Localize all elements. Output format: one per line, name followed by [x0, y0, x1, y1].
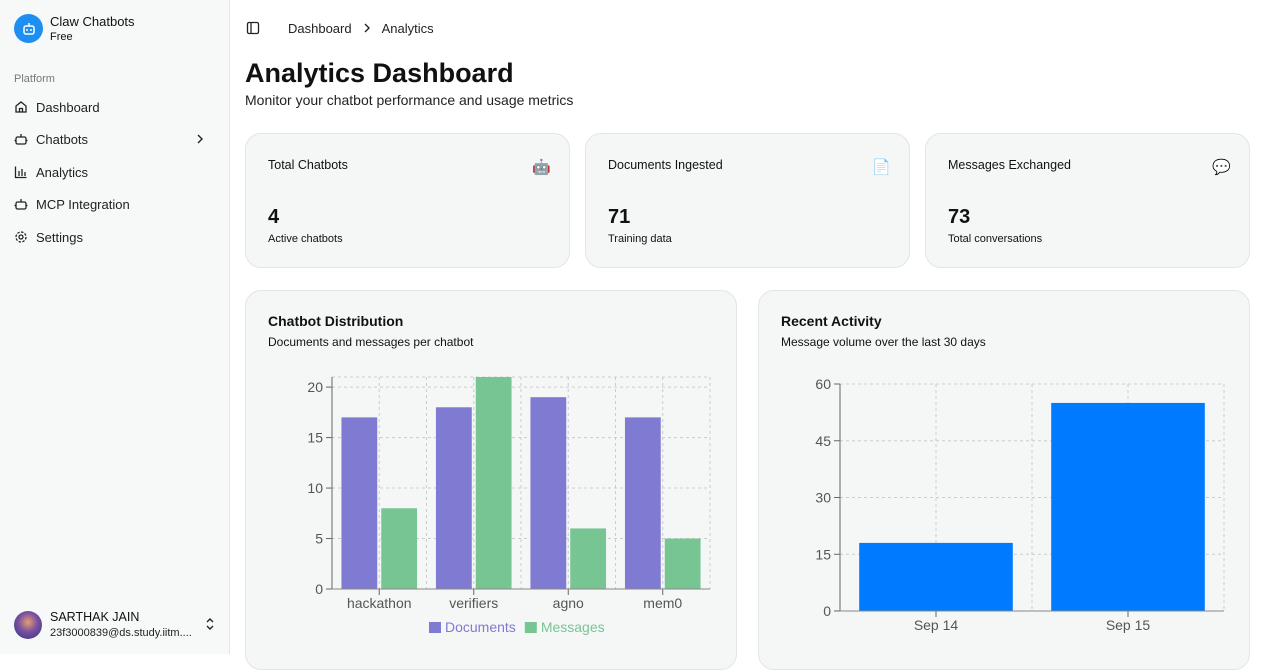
bar-messages-mem0: [664, 538, 701, 589]
bot-logo-icon: [14, 14, 43, 43]
y-tick-label: 20: [307, 379, 323, 395]
x-tick-label: Sep 15: [1106, 617, 1151, 633]
sidebar-item-label: Dashboard: [36, 99, 100, 115]
distribution-chart: 0 5 10 15 20 hackathon verifiers agno mem0 Docume…: [307, 376, 711, 635]
user-name: SARTHAK JAIN: [50, 610, 140, 624]
stat-card-total-chatbots: Total Chatbots 🤖 4 Active chatbots: [245, 133, 570, 268]
bar-documents-agno: [530, 397, 567, 589]
bar-value-sep-15: [1051, 402, 1205, 611]
sidebar-item-settings[interactable]: Settings: [14, 225, 219, 249]
chart-title: Recent Activity: [781, 313, 882, 329]
legend-swatch: [524, 622, 537, 633]
y-tick-label: 15: [307, 430, 323, 446]
breadcrumb-analytics: Analytics: [381, 20, 434, 36]
page-title: Analytics Dashboard: [245, 58, 514, 88]
home-icon: [15, 101, 27, 113]
user-email: 23f3000839@ds.study.iitm....: [50, 627, 192, 639]
sidebar-item-label: Analytics: [36, 164, 89, 180]
sidebar: Claw Chatbots Free Platform Dashboard Cha…: [0, 0, 230, 654]
bar-messages-hackathon: [381, 508, 418, 589]
bar-messages-agno: [570, 528, 607, 589]
breadcrumb: Dashboard Analytics: [246, 18, 434, 38]
bar-documents-verifiers: [435, 407, 472, 589]
sidebar-item-label: Chatbots: [36, 131, 89, 147]
y-tick-label: 60: [815, 376, 831, 392]
speech-bubble-icon: 💬: [1212, 159, 1231, 176]
bot-icon: [14, 199, 28, 210]
page-subtitle: Monitor your chatbot performance and usa…: [245, 92, 574, 108]
x-tick-label: verifiers: [449, 595, 498, 611]
chevrons-up-down-icon: [206, 618, 214, 630]
bar-messages-verifiers: [475, 377, 512, 589]
legend-label-messages: Messages: [541, 619, 605, 635]
breadcrumb-dashboard[interactable]: Dashboard: [288, 20, 352, 36]
stat-value: 4: [268, 206, 280, 228]
legend-swatch: [429, 622, 441, 633]
section-label: Platform: [14, 73, 55, 85]
sidebar-item-analytics[interactable]: Analytics: [14, 160, 219, 184]
stat-card-messages: Messages Exchanged 💬 73 Total conversation…: [925, 133, 1250, 268]
sidebar-toggle-icon[interactable]: [246, 21, 260, 35]
stat-desc: Training data: [608, 233, 672, 245]
stat-value: 71: [608, 206, 631, 228]
chevron-right-icon: [197, 134, 203, 144]
brand[interactable]: Claw Chatbots Free: [50, 14, 135, 43]
y-tick-label: 45: [815, 433, 831, 449]
y-tick-label: 10: [307, 480, 323, 496]
gear-icon: [15, 231, 27, 243]
bot-icon: [14, 134, 28, 145]
bar-documents-mem0: [624, 417, 661, 589]
chart-subtitle: Documents and messages per chatbot: [268, 335, 474, 349]
brand-name: Claw Chatbots: [50, 14, 135, 29]
stat-label: Messages Exchanged: [948, 158, 1071, 172]
stat-label: Documents Ingested: [608, 158, 723, 172]
chart-title: Chatbot Distribution: [268, 313, 404, 329]
x-tick-label: mem0: [643, 595, 682, 611]
legend-label-documents: Documents: [445, 619, 516, 635]
bar-chart-icon: [14, 166, 27, 179]
y-tick-label: 0: [315, 581, 323, 597]
activity-chart: 0 15 30 45 60 Sep 14 Sep 15: [815, 376, 1225, 633]
bar-documents-hackathon: [341, 417, 378, 589]
sidebar-item-dashboard[interactable]: Dashboard: [14, 95, 219, 119]
x-tick-label: hackathon: [347, 595, 412, 611]
stat-label: Total Chatbots: [268, 158, 348, 172]
robot-icon: 🤖: [532, 159, 551, 176]
y-tick-label: 5: [315, 531, 323, 547]
stat-desc: Total conversations: [948, 233, 1043, 245]
stat-value: 73: [948, 206, 971, 228]
sidebar-item-chatbots[interactable]: Chatbots: [14, 127, 219, 151]
x-tick-label: agno: [553, 595, 584, 611]
plan-label: Free: [50, 31, 73, 43]
sidebar-item-label: Settings: [36, 229, 83, 245]
y-tick-label: 15: [815, 546, 831, 562]
chart-card-distribution: Chatbot Distribution Documents and messa…: [245, 290, 737, 670]
sidebar-item-mcp-integration[interactable]: MCP Integration: [14, 192, 219, 216]
stat-card-documents: Documents Ingested 📄 71 Training data: [585, 133, 910, 268]
document-icon: 📄: [872, 159, 891, 176]
user-menu[interactable]: SARTHAK JAIN 23f3000839@ds.study.iitm...…: [14, 610, 219, 642]
stat-desc: Active chatbots: [268, 233, 343, 245]
avatar: [14, 611, 42, 639]
bar-value-sep-14: [859, 542, 1013, 611]
y-tick-label: 30: [815, 490, 831, 506]
sidebar-item-label: MCP Integration: [36, 196, 130, 212]
chevron-right-icon: [364, 23, 370, 33]
x-tick-label: Sep 14: [914, 617, 959, 633]
chart-card-activity: Recent Activity Message volume over the …: [758, 290, 1250, 670]
y-tick-label: 0: [823, 603, 831, 619]
chart-subtitle: Message volume over the last 30 days: [781, 335, 986, 349]
